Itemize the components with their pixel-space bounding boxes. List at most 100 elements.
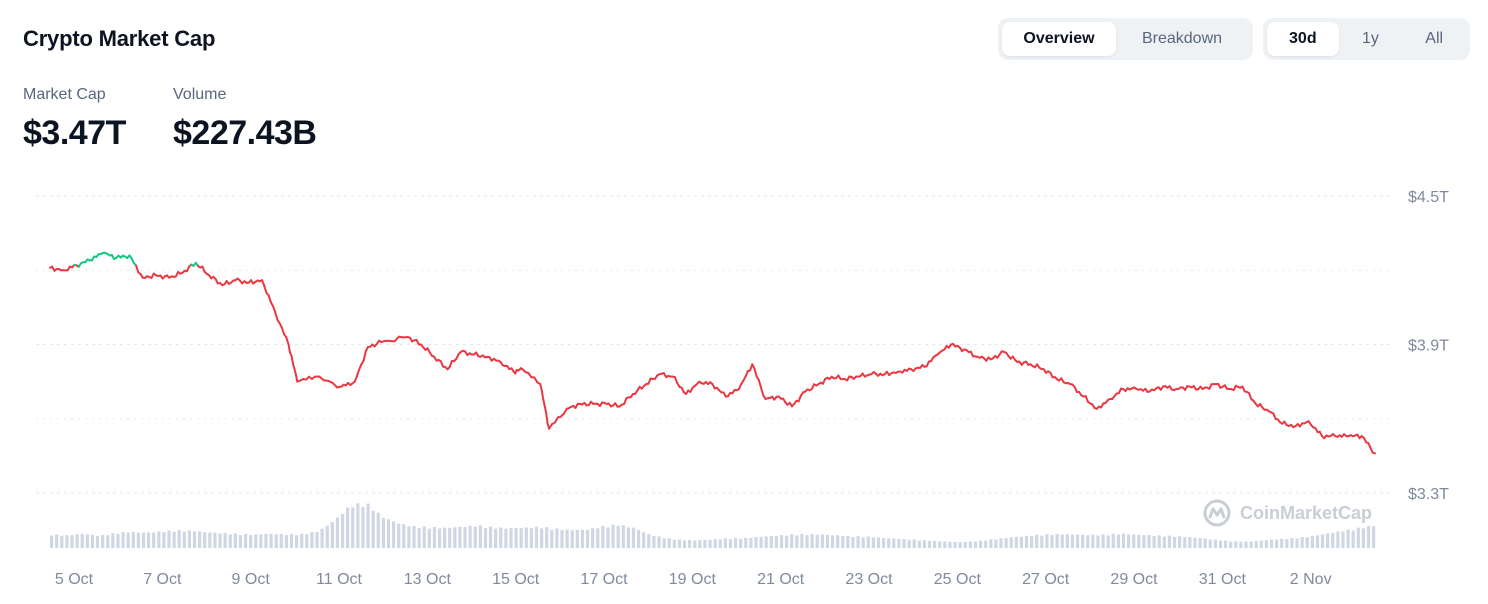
volume-bar (662, 538, 666, 548)
volume-bar (330, 522, 334, 548)
volume-bar (616, 525, 620, 548)
volume-bar (238, 535, 243, 548)
volume-bar (790, 534, 794, 548)
volume-bar (1019, 536, 1024, 548)
volume-bar (1239, 541, 1243, 548)
volume-bar (570, 530, 574, 548)
volume-bar (1223, 540, 1228, 548)
volume-bar (1014, 536, 1018, 548)
volume-bar (601, 525, 605, 548)
volume-bar (356, 503, 360, 548)
tab-30d[interactable]: 30d (1267, 22, 1339, 56)
volume-bar (310, 532, 314, 548)
volume-bar (1366, 526, 1371, 548)
volume-bar (315, 531, 319, 548)
volume-bar (1218, 540, 1223, 548)
volume-bar (1178, 536, 1182, 548)
volume-bar (162, 532, 166, 548)
volume-bar (1320, 534, 1325, 548)
volume-bar (473, 526, 477, 548)
volume-bar (1060, 534, 1064, 548)
tab-overview[interactable]: Overview (1002, 22, 1116, 56)
line-segment-down (673, 376, 679, 384)
volume-bar (177, 530, 181, 548)
volume-bar (381, 517, 385, 548)
volume-bar (841, 536, 845, 548)
volume-bar (254, 534, 258, 548)
volume-bar (519, 528, 523, 548)
volume-bar (279, 533, 283, 548)
x-tick-label: 21 Oct (757, 571, 805, 588)
volume-bar (1275, 539, 1279, 548)
volume-bar (1081, 534, 1085, 548)
volume-bar (391, 521, 396, 548)
volume-bar (402, 524, 406, 548)
volume-bar (223, 532, 227, 548)
volume-bar (458, 526, 462, 548)
line-segment-down (1371, 451, 1376, 455)
volume-bar (305, 534, 309, 548)
volume-bar (560, 530, 564, 548)
tab-breakdown[interactable]: Breakdown (1141, 30, 1223, 47)
volume-bar (631, 527, 636, 548)
volume-bar (881, 538, 886, 548)
volume-bar (1203, 538, 1207, 548)
volume-bar (606, 527, 610, 548)
volume-bar (1152, 535, 1156, 548)
tab-all[interactable]: All (1425, 30, 1444, 47)
volume-bar (927, 541, 932, 548)
volume-bar (366, 503, 370, 548)
watermark: CoinMarketCap (1202, 498, 1372, 528)
volume-bar (208, 532, 212, 548)
volume-bar (376, 512, 380, 548)
volume-bar (320, 528, 324, 548)
market-cap-stat: Market Cap $3.47T (23, 86, 126, 153)
volume-bar (269, 533, 273, 548)
line-segment-down (285, 336, 290, 346)
volume-bar (555, 528, 559, 548)
volume-bar (994, 539, 998, 548)
volume-bar (1331, 532, 1335, 548)
volume-bar (1050, 535, 1054, 548)
volume-bar (948, 541, 952, 548)
volume-bar (1193, 537, 1197, 548)
volume-bar (264, 533, 268, 548)
volume-bar (1290, 538, 1294, 548)
y-tick-label: $4.5T (1408, 189, 1449, 206)
line-segment-down (540, 389, 545, 400)
volume-bar (1070, 534, 1075, 548)
volume-bar (514, 528, 518, 548)
volume-bar (744, 537, 748, 548)
volume-bar (1116, 534, 1120, 548)
x-tick-label: 31 Oct (1199, 571, 1247, 588)
volume-bar (769, 536, 773, 548)
volume-bar (749, 537, 753, 548)
volume-bar (718, 539, 722, 548)
volume-bar (861, 537, 865, 548)
volume-bar (575, 529, 579, 548)
volume-bar (815, 534, 819, 548)
volume-bar (1254, 540, 1258, 548)
volume-bar (585, 529, 590, 548)
line-segment-down (331, 381, 339, 389)
volume-bar (131, 531, 135, 548)
line-segment-down (393, 335, 400, 343)
volume-bar (126, 532, 130, 548)
volume-bar (116, 533, 120, 548)
volume-bar (693, 540, 697, 548)
volume-bar (999, 538, 1003, 548)
volume-bar (596, 528, 600, 548)
volume-bar (836, 535, 840, 548)
volume-bar (1198, 538, 1202, 548)
volume-bar (1172, 536, 1177, 548)
volume-bar (642, 532, 646, 548)
volume-value: $227.43B (173, 114, 317, 152)
volume-bar (1137, 534, 1141, 548)
volume-bar (728, 539, 733, 548)
tab-1y[interactable]: 1y (1362, 30, 1379, 47)
x-tick-label: 29 Oct (1110, 571, 1158, 588)
volume-bar (172, 531, 176, 548)
volume-bar (1157, 535, 1161, 548)
volume-label: Volume (173, 86, 227, 103)
